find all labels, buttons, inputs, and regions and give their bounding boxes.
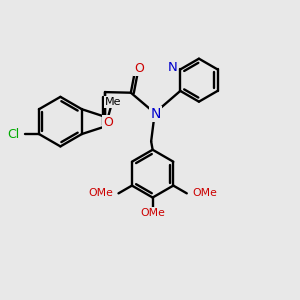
Text: O: O: [134, 62, 144, 75]
Text: OMe: OMe: [88, 188, 113, 198]
Text: OMe: OMe: [140, 208, 165, 218]
Text: O: O: [103, 116, 113, 129]
Text: N: N: [150, 107, 160, 121]
Text: N: N: [168, 61, 177, 74]
Text: OMe: OMe: [192, 188, 217, 198]
Text: Me: Me: [105, 97, 121, 107]
Text: Cl: Cl: [7, 128, 19, 140]
